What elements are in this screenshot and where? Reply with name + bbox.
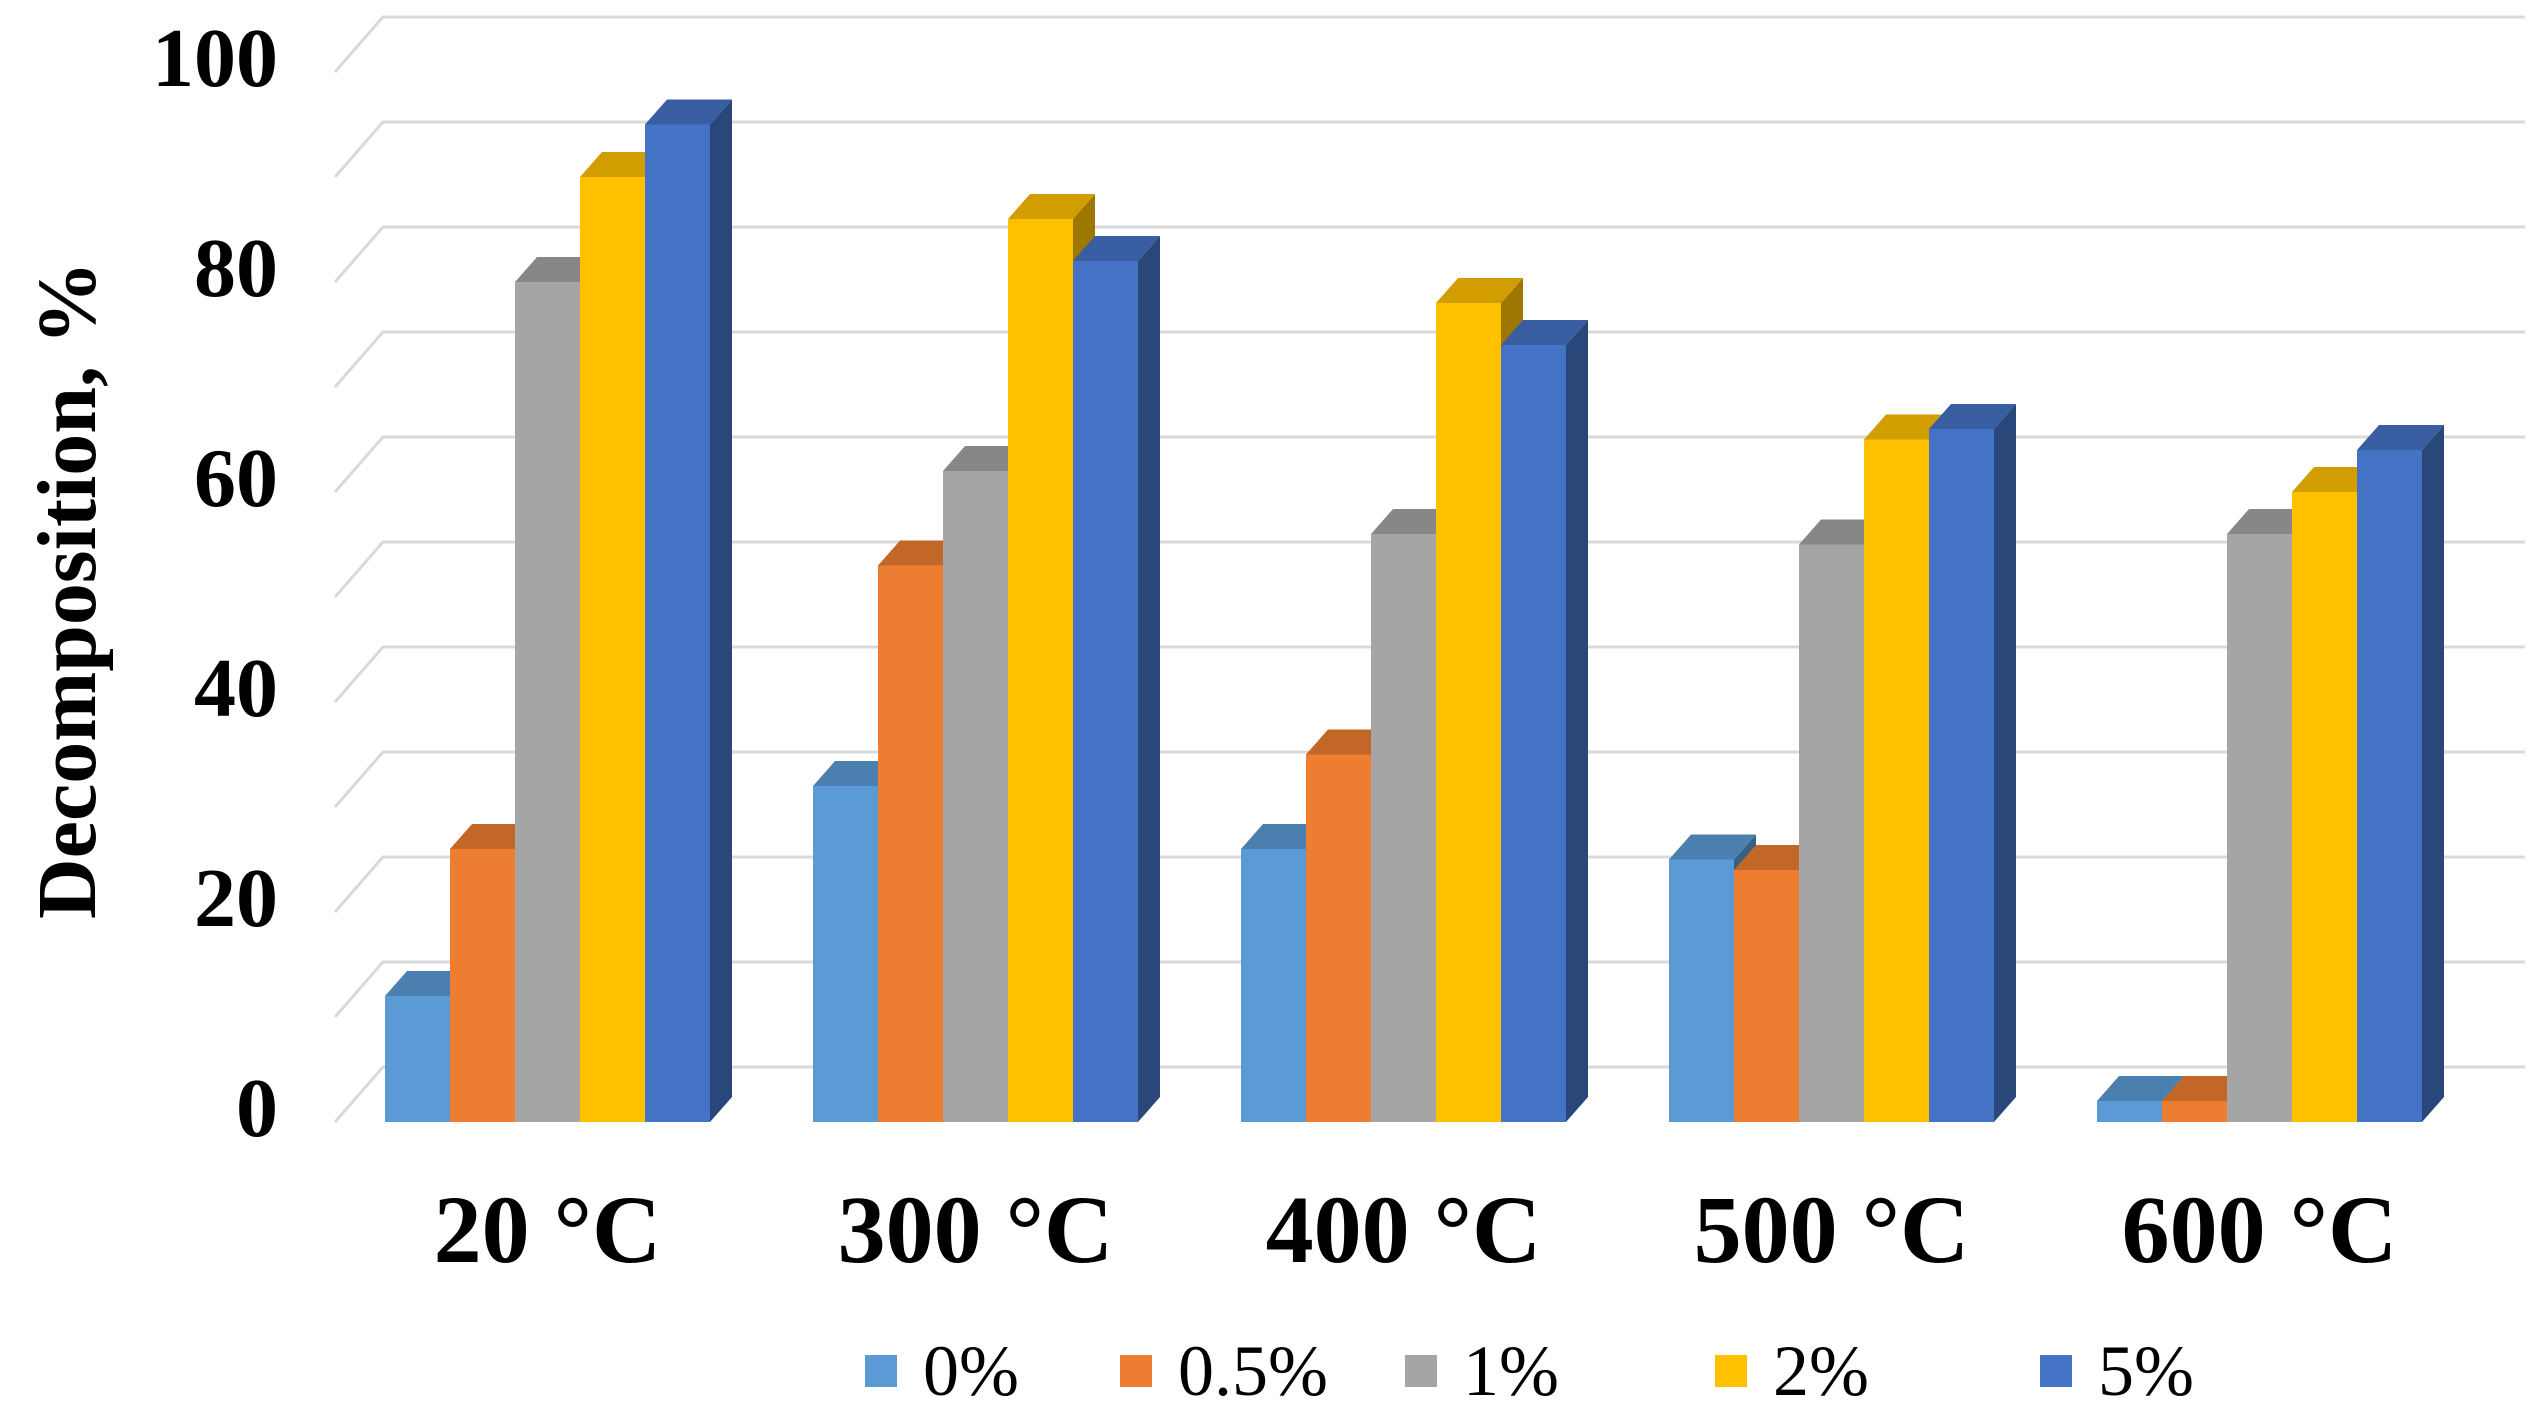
- legend-label: 1%: [1463, 1331, 1559, 1411]
- legend-item-0%: 0%: [865, 1331, 1019, 1411]
- bar-top: [1929, 404, 2016, 429]
- bar-front: [1436, 303, 1501, 1122]
- x-category-label: 300 °C: [838, 1176, 1114, 1283]
- bar-top: [645, 99, 732, 125]
- bar-top: [1436, 278, 1523, 303]
- x-category-label: 600 °C: [2122, 1176, 2398, 1283]
- bar-front: [2227, 534, 2292, 1122]
- bar-top: [2097, 1076, 2184, 1101]
- legend-swatch: [1715, 1355, 1747, 1387]
- bar-5%-300 °C: [1073, 236, 1160, 1122]
- bar-top: [1073, 236, 1160, 261]
- gridline-90: [333, 120, 2525, 178]
- legend-item-2%: 2%: [1715, 1331, 1869, 1411]
- x-axis-category-labels: 20 °C 300 °C 400 °C 500 °C 600 °C: [434, 1176, 2398, 1283]
- legend-label: 0%: [923, 1331, 1019, 1411]
- legend: 0% 0.5% 1% 2% 5%: [865, 1331, 2194, 1411]
- bar-front: [2097, 1101, 2162, 1122]
- y-tick-label: 80: [194, 222, 278, 315]
- bar-front: [1371, 534, 1436, 1122]
- y-tick-label: 100: [152, 12, 278, 105]
- bar-front: [1799, 544, 1864, 1122]
- bar-front: [1669, 859, 1734, 1122]
- gridlines: [333, 15, 2525, 1123]
- bar-front: [580, 177, 645, 1122]
- legend-item-5%: 5%: [2040, 1331, 2194, 1411]
- legend-swatch: [2040, 1355, 2072, 1387]
- legend-swatch: [1405, 1355, 1437, 1387]
- bar-side: [1994, 404, 2016, 1122]
- x-category-label: 400 °C: [1266, 1176, 1542, 1283]
- bar-front: [813, 786, 878, 1122]
- gridline-60: [333, 435, 2525, 493]
- bars: [385, 99, 2444, 1122]
- bar-front: [2357, 450, 2422, 1122]
- bar-side: [1566, 320, 1588, 1122]
- legend-swatch: [1120, 1355, 1152, 1387]
- legend-item-1%: 1%: [1405, 1331, 1559, 1411]
- y-axis-tick-labels: 0 20 40 60 80 100: [152, 12, 278, 1155]
- bar-front: [515, 282, 580, 1122]
- legend-label: 5%: [2098, 1331, 2194, 1411]
- bar-top: [2357, 425, 2444, 450]
- bar-side: [710, 99, 732, 1122]
- y-tick-label: 0: [236, 1062, 278, 1155]
- bar-front: [1501, 345, 1566, 1122]
- bar-front: [1929, 429, 1994, 1122]
- bar-front: [2292, 492, 2357, 1122]
- bar-5%-20 °C: [645, 99, 732, 1122]
- bar-front: [385, 996, 450, 1122]
- bar-front: [1008, 219, 1073, 1122]
- gridline-80: [333, 225, 2525, 283]
- y-axis-title: Decomposition, %: [21, 261, 114, 919]
- bar-top: [1501, 320, 1588, 345]
- bar-top: [1669, 834, 1756, 860]
- bar-front: [1306, 754, 1371, 1122]
- bar-front: [1864, 439, 1929, 1122]
- bar-side: [1138, 236, 1160, 1122]
- bar-front: [450, 849, 515, 1122]
- bar-front: [1734, 870, 1799, 1122]
- gridline-100: [333, 15, 2525, 73]
- legend-label: 0.5%: [1178, 1331, 1328, 1411]
- bar-5%-500 °C: [1929, 404, 2016, 1122]
- y-tick-label: 20: [194, 852, 278, 945]
- y-tick-label: 60: [194, 432, 278, 525]
- y-tick-label: 40: [194, 642, 278, 735]
- legend-swatch: [865, 1355, 897, 1387]
- gridline-70: [333, 330, 2525, 388]
- bar-5%-600 °C: [2357, 425, 2444, 1122]
- bar-front: [1073, 261, 1138, 1122]
- legend-item-0.5%: 0.5%: [1120, 1331, 1328, 1411]
- bar-front: [645, 124, 710, 1122]
- legend-label: 2%: [1773, 1331, 1869, 1411]
- bar-5%-400 °C: [1501, 320, 1588, 1122]
- x-category-label: 20 °C: [434, 1176, 662, 1283]
- bar-front: [2162, 1101, 2227, 1122]
- bar-top: [1008, 194, 1095, 219]
- bar-side: [2422, 425, 2444, 1122]
- bar-front: [1241, 849, 1306, 1122]
- bar-front: [943, 471, 1008, 1122]
- x-category-label: 500 °C: [1694, 1176, 1970, 1283]
- bar-front: [878, 565, 943, 1122]
